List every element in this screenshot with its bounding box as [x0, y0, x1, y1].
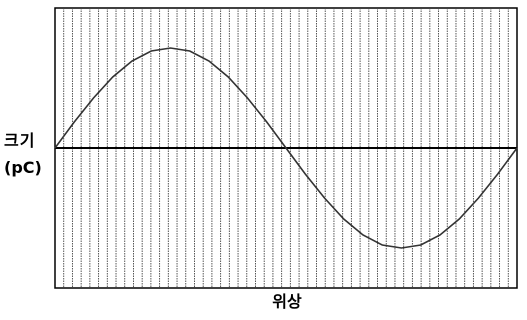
y-axis-label-line-2: (pC)	[4, 158, 42, 177]
x-axis-label: 위상	[272, 292, 302, 311]
y-axis-label-line-1: 크기	[4, 131, 36, 150]
series-line	[54, 47, 518, 249]
